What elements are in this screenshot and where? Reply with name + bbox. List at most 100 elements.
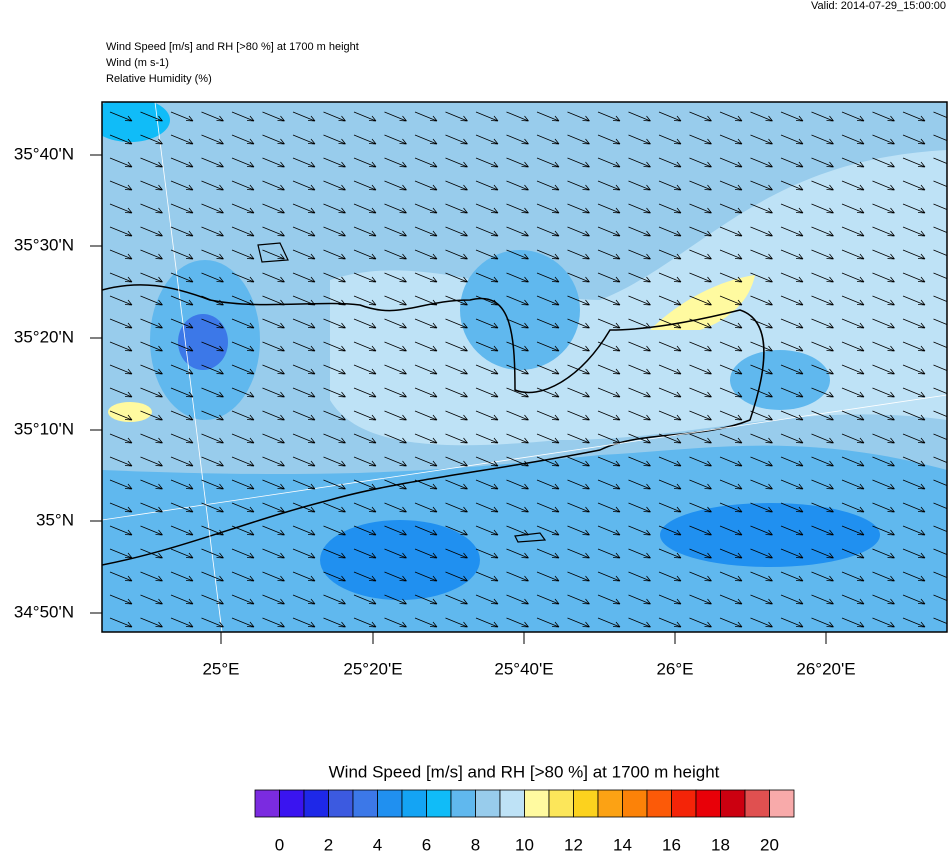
wind-arrow bbox=[292, 180, 316, 191]
wind-arrow bbox=[445, 295, 468, 306]
wind-arrow bbox=[384, 318, 407, 329]
wind-arrow bbox=[292, 272, 316, 283]
wind-arrow bbox=[384, 341, 407, 352]
wind-arrow bbox=[719, 295, 743, 306]
wind-arrow bbox=[597, 548, 621, 559]
wind-arrow bbox=[475, 594, 499, 605]
lat-label: 35°30'N bbox=[14, 235, 74, 254]
wind-arrow bbox=[780, 249, 804, 260]
wind-arrow bbox=[841, 525, 865, 536]
wind-arrow bbox=[658, 571, 682, 582]
wind-arrow bbox=[109, 249, 133, 260]
wind-arrow bbox=[292, 157, 316, 168]
wind-arrow bbox=[231, 226, 255, 237]
wind-arrow bbox=[628, 364, 651, 375]
lon-label: 26°20'E bbox=[796, 659, 855, 678]
wind-arrow bbox=[445, 364, 468, 375]
wind-arrow bbox=[658, 617, 682, 628]
wind-arrow bbox=[658, 272, 682, 283]
wind-arrow bbox=[841, 479, 865, 490]
wind-arrow bbox=[536, 134, 560, 145]
wind-arrow bbox=[902, 525, 926, 536]
wind-arrow bbox=[933, 410, 947, 417]
wind-arrow bbox=[628, 502, 651, 513]
wind-arrow bbox=[841, 203, 865, 214]
wind-arrow bbox=[323, 134, 346, 145]
wind-arrow bbox=[231, 157, 255, 168]
wind-arrow bbox=[597, 364, 621, 375]
wind-arrow bbox=[628, 571, 651, 582]
wind-arrow bbox=[536, 318, 560, 329]
wind-arrow bbox=[536, 617, 560, 628]
wind-arrow bbox=[567, 571, 590, 582]
wind-arrow bbox=[689, 111, 712, 122]
wind-arrow bbox=[384, 387, 407, 398]
wind-arrow bbox=[353, 272, 377, 283]
wind-arrow bbox=[536, 571, 560, 582]
wind-arrow bbox=[841, 433, 865, 444]
wind-arrow bbox=[750, 594, 773, 605]
wind-arrow bbox=[933, 479, 947, 486]
wind-arrow bbox=[902, 617, 926, 628]
wind-arrow bbox=[231, 571, 255, 582]
wind-arrow bbox=[567, 180, 590, 191]
wind-arrow bbox=[536, 249, 560, 260]
colorbar-swatch bbox=[475, 789, 501, 818]
wind-arrow bbox=[597, 410, 621, 421]
wind-arrow bbox=[689, 502, 712, 513]
wind-arrow bbox=[323, 617, 346, 628]
wind-arrow bbox=[567, 295, 590, 306]
wind-arrow bbox=[323, 249, 346, 260]
wind-arrow bbox=[567, 525, 590, 536]
wind-arrow bbox=[780, 479, 804, 490]
wind-arrow bbox=[628, 548, 651, 559]
wind-arrow bbox=[689, 594, 712, 605]
wind-arrow bbox=[414, 456, 438, 467]
wind-arrow bbox=[323, 364, 346, 375]
wind-arrow bbox=[231, 364, 255, 375]
wind-arrow bbox=[323, 433, 346, 444]
wind-arrow bbox=[201, 364, 224, 375]
wind-arrow bbox=[536, 433, 560, 444]
wind-arrow bbox=[689, 525, 712, 536]
wind-arrow bbox=[872, 594, 895, 605]
wind-arrow bbox=[811, 433, 834, 444]
wind-arrow bbox=[658, 295, 682, 306]
map-field bbox=[102, 102, 947, 632]
wind-arrow bbox=[902, 433, 926, 444]
wind-arrow bbox=[567, 433, 590, 444]
colorbar-swatch bbox=[377, 789, 403, 818]
wind-arrow bbox=[750, 525, 773, 536]
wind-arrow bbox=[445, 410, 468, 421]
wind-arrow bbox=[719, 479, 743, 490]
wind-arrow bbox=[506, 295, 529, 306]
colorbar-swatch bbox=[328, 789, 354, 818]
wind-arrow bbox=[201, 226, 224, 237]
colorbar-swatch bbox=[597, 789, 623, 818]
wind-arrow bbox=[445, 571, 468, 582]
colorbar-swatch bbox=[303, 789, 329, 818]
wind-arrow bbox=[506, 364, 529, 375]
wind-arrow bbox=[506, 318, 529, 329]
wind-arrow bbox=[445, 134, 468, 145]
wind-arrow bbox=[231, 410, 255, 421]
wind-arrow bbox=[323, 571, 346, 582]
lon-label: 25°40'E bbox=[494, 659, 553, 678]
wind-arrow bbox=[170, 433, 194, 444]
lat-label: 35°20'N bbox=[14, 327, 74, 346]
map-axes: 35°40'N 35°30'N 35°20'N 35°10'N 35°N 34°50'N 2… bbox=[14, 144, 856, 678]
wind-arrow bbox=[384, 410, 407, 421]
wind-arrow bbox=[262, 387, 285, 398]
wind-arrow bbox=[841, 295, 865, 306]
wind-arrow bbox=[750, 456, 773, 467]
wind-arrow bbox=[323, 341, 346, 352]
wind-arrow bbox=[628, 295, 651, 306]
wind-arrow bbox=[658, 548, 682, 559]
colorbar-label: 20 bbox=[760, 835, 779, 854]
wind-arrow bbox=[841, 111, 865, 122]
wind-arrow bbox=[201, 341, 224, 352]
wind-arrow bbox=[780, 295, 804, 306]
wind-arrow bbox=[841, 226, 865, 237]
colorbar-label: 18 bbox=[711, 835, 730, 854]
wind-arrow bbox=[201, 111, 224, 122]
